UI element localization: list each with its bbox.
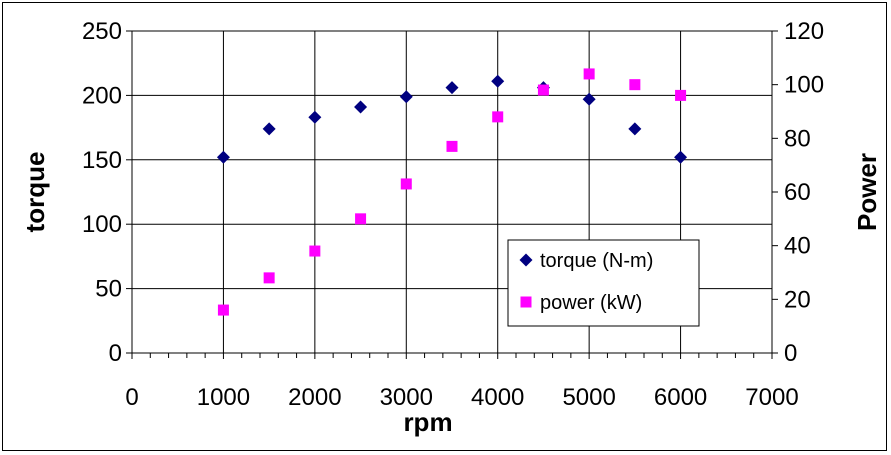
power-point bbox=[355, 213, 366, 224]
y2-tick-label: 40 bbox=[784, 233, 811, 260]
power-point bbox=[538, 85, 549, 96]
power-point bbox=[218, 305, 229, 316]
y-tick-label: 0 bbox=[109, 340, 122, 367]
y-tick-label: 250 bbox=[82, 18, 122, 45]
power-point bbox=[447, 141, 458, 152]
power-point bbox=[675, 90, 686, 101]
power-point bbox=[309, 246, 320, 257]
x-tick-label: 1000 bbox=[197, 384, 250, 411]
power-point bbox=[584, 68, 595, 79]
x-axis-title: rpm bbox=[403, 407, 452, 437]
y2-tick-label: 0 bbox=[784, 340, 797, 367]
power-point bbox=[264, 272, 275, 283]
legend-label: torque (N-m) bbox=[540, 250, 653, 272]
y-tick-label: 50 bbox=[95, 276, 122, 303]
y2-tick-label: 100 bbox=[784, 72, 824, 99]
power-point bbox=[492, 111, 503, 122]
y2-tick-label: 120 bbox=[784, 18, 824, 45]
y-tick-label: 100 bbox=[82, 211, 122, 238]
power-point bbox=[629, 79, 640, 90]
x-tick-label: 7000 bbox=[745, 384, 798, 411]
y-tick-label: 150 bbox=[82, 147, 122, 174]
y-tick-label: 200 bbox=[82, 82, 122, 109]
x-tick-label: 0 bbox=[125, 384, 138, 411]
y-axis-title: torque bbox=[20, 152, 50, 233]
x-tick-label: 5000 bbox=[562, 384, 615, 411]
y2-tick-label: 60 bbox=[784, 179, 811, 206]
legend-marker bbox=[521, 297, 532, 308]
x-tick-label: 4000 bbox=[471, 384, 524, 411]
x-tick-label: 6000 bbox=[654, 384, 707, 411]
power-point bbox=[401, 178, 412, 189]
y2-tick-label: 80 bbox=[784, 125, 811, 152]
y2-axis-title: Power bbox=[852, 153, 882, 231]
y2-tick-label: 20 bbox=[784, 286, 811, 313]
x-tick-label: 2000 bbox=[288, 384, 341, 411]
legend-label: power (kW) bbox=[540, 292, 642, 314]
legend: torque (N-m) power (kW) bbox=[508, 240, 699, 326]
